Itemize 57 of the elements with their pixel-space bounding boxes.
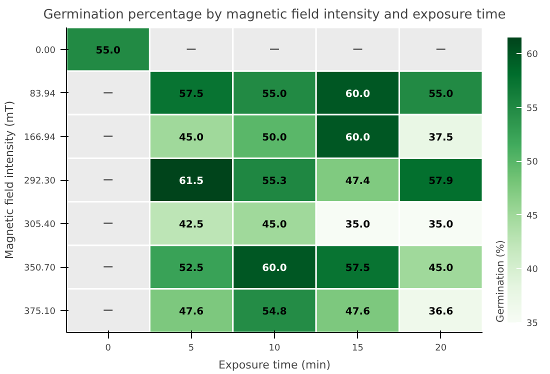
data-label: 37.5 [428,132,454,144]
color-bar-label: 45 [526,211,538,222]
text: — [103,130,114,142]
data-label: 55.0 [428,88,454,100]
data-label: 60.0 [345,88,370,100]
chart-title: Germination percentage by magnetic field intensity and exposure time [43,8,506,22]
data-label: 54.8 [262,306,287,318]
text: — [103,305,114,316]
data-label: 47.6 [345,306,370,318]
y-tick-label: 350.70 [24,264,56,274]
x-tick-label: 20 [435,344,447,354]
data-label: 60.0 [345,132,370,144]
x-tick-label: 5 [188,344,194,354]
data-label: 35.0 [345,220,370,231]
y-tick-label: 166.94 [24,132,56,143]
color-bar-label: 50 [526,158,538,168]
text: — [103,218,114,230]
text: — [186,44,196,55]
x-axis-title: Exposure time (min) [218,358,331,372]
data-label: 42.5 [178,220,204,231]
data-label: 55.0 [96,45,120,56]
y-tick-label: 0.00 [35,46,56,56]
x-tick-label: 10 [268,344,280,354]
text: — [103,174,114,186]
text: — [103,87,114,98]
data-label: 35.0 [428,220,454,231]
data-label: 50.0 [262,132,287,144]
text: — [436,44,446,55]
y-axis-title: Magnetic field intensity (mT) [3,100,16,260]
color-bar-label: 35 [526,319,538,329]
color-bar-label: 55 [526,104,538,114]
data-label: 45.0 [178,132,204,144]
data-label: 52.5 [178,263,204,274]
color-bar-title: Germination (%) [496,240,506,322]
text: — [270,44,280,55]
text: — [352,44,363,55]
color-bar-label: 60 [526,50,538,60]
y-tick-label: 375.10 [24,307,56,318]
data-label: 60.0 [262,263,287,274]
data-label: 45.0 [262,220,287,231]
data-label: 57.9 [428,176,454,187]
data-label: 55.3 [262,176,287,187]
color-bar-label: 40 [526,265,538,276]
data-label: 57.5 [345,263,370,274]
data-label: 45.0 [428,263,454,274]
data-label: 47.6 [178,306,204,318]
data-label: 55.0 [262,88,287,100]
data-label: 61.5 [178,176,204,187]
y-tick-label: 292.30 [24,176,56,186]
data-label: 57.5 [178,88,204,100]
text: — [103,262,114,273]
y-tick-label: 305.40 [24,220,56,230]
data-label: 36.6 [428,306,454,318]
x-tick-label: 15 [352,344,364,354]
y-tick-label: 83.94 [30,89,56,100]
x-tick-label: 0 [105,344,112,354]
data-label: 47.4 [345,176,370,187]
